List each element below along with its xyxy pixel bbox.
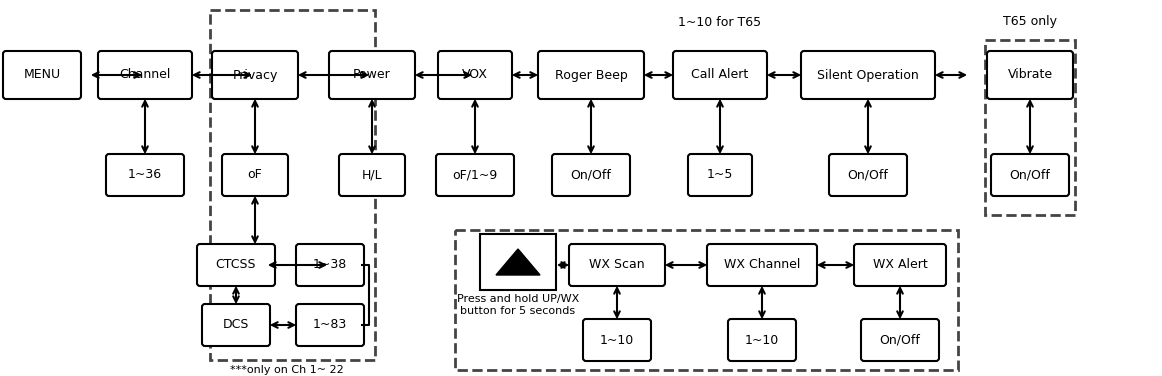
FancyBboxPatch shape — [296, 244, 364, 286]
Text: CTCSS: CTCSS — [216, 259, 257, 271]
FancyBboxPatch shape — [729, 319, 796, 361]
FancyBboxPatch shape — [991, 154, 1069, 196]
FancyBboxPatch shape — [222, 154, 288, 196]
Text: 1~5: 1~5 — [706, 168, 733, 182]
Text: Press and hold UP/WX
button for 5 seconds: Press and hold UP/WX button for 5 second… — [457, 294, 579, 316]
FancyBboxPatch shape — [106, 154, 184, 196]
Text: H/L: H/L — [361, 168, 382, 182]
Text: oF: oF — [248, 168, 263, 182]
Text: Channel: Channel — [120, 68, 171, 82]
Text: VOX: VOX — [462, 68, 488, 82]
Text: Call Alert: Call Alert — [691, 68, 748, 82]
FancyBboxPatch shape — [829, 154, 908, 196]
FancyBboxPatch shape — [854, 244, 946, 286]
FancyBboxPatch shape — [202, 304, 270, 346]
Text: 1~10 for T65: 1~10 for T65 — [679, 15, 761, 29]
Text: Silent Operation: Silent Operation — [817, 68, 919, 82]
Text: On/Off: On/Off — [847, 168, 889, 182]
Text: 1~83: 1~83 — [313, 318, 347, 332]
Text: oF/1~9: oF/1~9 — [452, 168, 497, 182]
FancyBboxPatch shape — [329, 51, 415, 99]
Text: Power: Power — [353, 68, 390, 82]
FancyBboxPatch shape — [673, 51, 767, 99]
FancyBboxPatch shape — [211, 51, 297, 99]
Text: ***only on Ch 1~ 22: ***only on Ch 1~ 22 — [230, 365, 344, 375]
Bar — [985, 40, 1075, 215]
FancyBboxPatch shape — [706, 244, 817, 286]
FancyBboxPatch shape — [480, 234, 555, 290]
FancyBboxPatch shape — [688, 154, 752, 196]
Text: WX Alert: WX Alert — [873, 259, 927, 271]
FancyBboxPatch shape — [436, 154, 514, 196]
FancyBboxPatch shape — [438, 51, 512, 99]
FancyBboxPatch shape — [339, 154, 406, 196]
Text: Privacy: Privacy — [232, 68, 278, 82]
FancyBboxPatch shape — [198, 244, 275, 286]
Text: 1~36: 1~36 — [128, 168, 162, 182]
FancyBboxPatch shape — [801, 51, 935, 99]
Text: On/Off: On/Off — [571, 168, 611, 182]
FancyBboxPatch shape — [98, 51, 192, 99]
Text: DCS: DCS — [223, 318, 249, 332]
Polygon shape — [496, 249, 540, 275]
Text: T65 only: T65 only — [1003, 15, 1057, 29]
Text: MENU: MENU — [23, 68, 60, 82]
Bar — [210, 10, 375, 360]
Text: On/Off: On/Off — [1010, 168, 1050, 182]
FancyBboxPatch shape — [861, 319, 939, 361]
FancyBboxPatch shape — [538, 51, 644, 99]
Text: 1~38: 1~38 — [313, 259, 347, 271]
Text: 1~10: 1~10 — [600, 334, 634, 347]
FancyBboxPatch shape — [569, 244, 665, 286]
FancyBboxPatch shape — [583, 319, 651, 361]
Text: 1~10: 1~10 — [745, 334, 780, 347]
FancyBboxPatch shape — [3, 51, 81, 99]
FancyBboxPatch shape — [987, 51, 1073, 99]
Text: On/Off: On/Off — [880, 334, 920, 347]
Bar — [456, 230, 957, 370]
Text: WX Channel: WX Channel — [724, 259, 801, 271]
Text: Vibrate: Vibrate — [1007, 68, 1053, 82]
FancyBboxPatch shape — [552, 154, 630, 196]
Text: WX Scan: WX Scan — [589, 259, 645, 271]
Text: Roger Beep: Roger Beep — [554, 68, 627, 82]
FancyBboxPatch shape — [296, 304, 364, 346]
